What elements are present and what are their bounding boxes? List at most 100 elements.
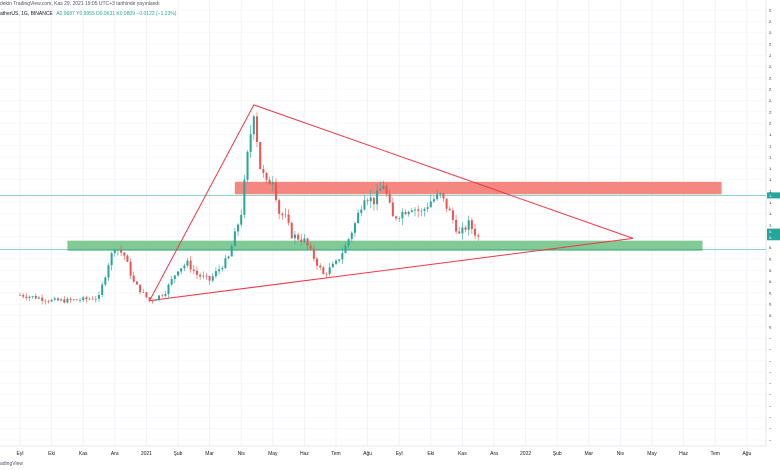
- candle-body: [205, 275, 208, 277]
- candle-body: [366, 200, 369, 202]
- candle-body: [75, 299, 78, 301]
- candle-body: [211, 276, 214, 281]
- candle-body: [300, 239, 303, 242]
- candle-body: [398, 218, 401, 219]
- candle-body: [98, 294, 100, 299]
- candle-body: [199, 274, 202, 277]
- y-tick-label: 1.: [769, 177, 772, 182]
- candle-body: [186, 260, 189, 266]
- candle-body: [395, 216, 398, 219]
- x-tick-label: Haz: [300, 451, 309, 457]
- support-zone[interactable]: [67, 240, 703, 251]
- horizontal-lines[interactable]: [0, 195, 766, 250]
- candles: [19, 112, 480, 305]
- candle-body: [101, 284, 104, 295]
- candle-body: [256, 116, 258, 142]
- candle-body: [56, 298, 59, 301]
- candle-body: [167, 284, 170, 295]
- candle-body: [290, 222, 293, 239]
- candle-body: [436, 194, 439, 200]
- candle-body: [271, 182, 274, 185]
- candle-body: [297, 234, 300, 240]
- x-tick-label: Ağu: [742, 451, 751, 457]
- candle-body: [319, 265, 322, 268]
- candle-body: [322, 267, 325, 274]
- candle-body: [110, 253, 113, 266]
- candle-body: [423, 208, 426, 211]
- candle-body: [249, 134, 252, 152]
- y-tick-label: 1.: [769, 166, 772, 171]
- candle-body: [142, 292, 145, 293]
- candle-body: [50, 299, 53, 302]
- ohlc-values: A0.9687 Y0.9955 D0.9631 K0.9809 −0.0122 …: [56, 11, 177, 17]
- candle-body: [82, 297, 85, 301]
- x-tick-label: Ara: [490, 451, 498, 457]
- x-tick-label: Kas: [458, 451, 467, 457]
- candle-body: [379, 189, 382, 191]
- candle-body: [293, 234, 296, 239]
- candle-body: [132, 275, 135, 282]
- y-tick-label: 2.: [769, 41, 772, 46]
- candle-body: [316, 258, 319, 266]
- symbol-label: atherUS, 1G, BINANCE: [0, 11, 53, 17]
- price-label: 1.: [769, 193, 772, 198]
- candle-body: [44, 300, 47, 302]
- candle-body: [252, 116, 255, 135]
- y-tick-label: 2.: [769, 75, 772, 80]
- candle-body: [385, 186, 388, 195]
- candle-body: [414, 209, 416, 211]
- candle-body: [268, 179, 271, 185]
- candle-body: [148, 297, 151, 301]
- y-tick-label: −: [769, 438, 772, 443]
- y-tick-label: −: [769, 381, 772, 386]
- candle-body: [442, 193, 445, 199]
- candle-body: [372, 197, 375, 205]
- x-tick-label: 2022: [520, 451, 531, 457]
- y-tick-label: 1.: [769, 132, 772, 137]
- candle-body: [69, 298, 72, 300]
- price-label-box: [767, 228, 780, 235]
- y-tick-label: 2.: [769, 19, 772, 24]
- candle-body: [350, 232, 353, 240]
- x-axis: Eyl Eki Kas Ara 2021 Şub Mar Nis May Haz Tem Ağu Eyl…: [17, 451, 752, 457]
- candle-body: [274, 182, 277, 201]
- candle-body: [451, 210, 454, 220]
- candle-body: [224, 258, 227, 269]
- candle-body: [85, 297, 88, 300]
- candle-body: [240, 214, 243, 225]
- candle-body: [439, 193, 442, 195]
- candle-body: [31, 296, 34, 297]
- y-tick-label: 1.: [769, 211, 772, 216]
- candle-body: [158, 295, 161, 301]
- y-tick-label: 1.: [769, 189, 772, 194]
- candle-body: [91, 298, 94, 300]
- candle-body: [328, 267, 331, 274]
- price-labels: 1.0.0.: [767, 192, 780, 241]
- y-axis: 2.2.2.2.2.2.2.2.2.2.2.1.1.1.1.1.1.1.1.1.…: [769, 8, 772, 443]
- candle-body: [227, 256, 230, 259]
- resistance-zone[interactable]: [234, 181, 722, 195]
- candle-body: [180, 268, 183, 272]
- candle-body: [116, 249, 119, 251]
- candle-body: [129, 261, 132, 276]
- x-tick-label: Kas: [79, 451, 88, 457]
- x-tick-label: Mar: [205, 451, 214, 457]
- candle-body: [344, 245, 347, 254]
- x-tick-label: Haz: [679, 451, 688, 457]
- candle-body: [309, 245, 312, 249]
- candle-body: [135, 281, 138, 285]
- y-tick-label: 2.: [769, 64, 772, 69]
- candle-body: [432, 199, 435, 202]
- candle-body: [338, 259, 341, 261]
- candle-body: [363, 200, 366, 210]
- candle-body: [464, 227, 467, 230]
- candle-body: [123, 252, 126, 256]
- candle-body: [404, 212, 407, 215]
- candle-body: [139, 284, 142, 293]
- triangle-drawing[interactable]: [148, 104, 634, 302]
- x-tick-label: Şub: [174, 451, 183, 457]
- candle-body: [458, 231, 461, 234]
- y-tick-label: −: [769, 426, 772, 431]
- candle-body: [120, 249, 123, 253]
